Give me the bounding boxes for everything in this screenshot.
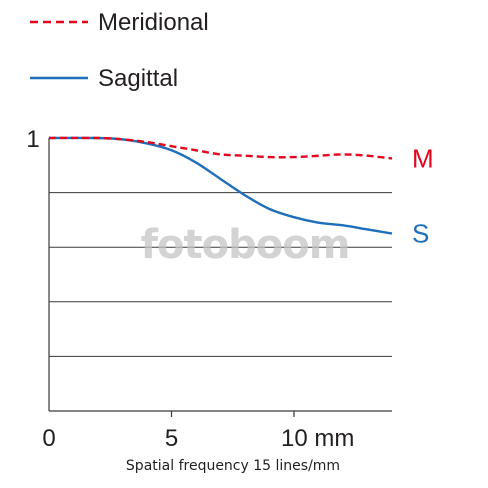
legend-label-meridional: Meridional [98,9,209,36]
x-tick-label: 10 mm [281,425,354,452]
gridlines [49,192,392,357]
series-end-label-sagittal: S [412,219,429,249]
series-lines [48,136,393,235]
legend: Meridional Sagittal [30,9,209,92]
watermark-text: fotoboom [141,222,350,268]
tick-labels: 0 5 10 mm 1 [26,126,354,452]
series-line-meridional [48,136,393,160]
axes [48,138,392,417]
legend-label-sagittal: Sagittal [98,65,178,92]
series-line-sagittal [48,136,393,235]
watermark: fotoboom [141,222,351,268]
series-end-label-meridional: M [412,143,434,173]
x-tick-label: 0 [42,425,55,452]
series-end-labels: MS [412,143,434,248]
x-tick-label: 5 [165,425,178,452]
x-axis-title-group: Spatial frequency 15 lines/mm [126,458,340,474]
x-axis-label: Spatial frequency 15 lines/mm [126,458,340,474]
y-tick-label: 1 [26,126,39,153]
